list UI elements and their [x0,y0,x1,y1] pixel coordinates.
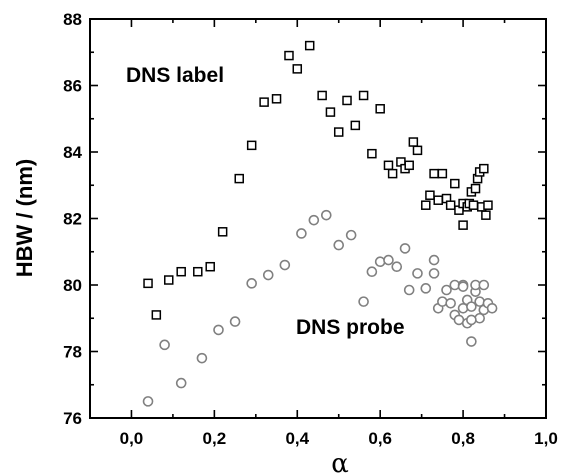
x-tick-label: 1,0 [534,429,558,448]
dns-label-point [217,227,228,237]
dns-probe-point [428,254,440,266]
data-points [142,40,498,407]
dns-probe-point [466,301,477,312]
x-tick-label: 0,2 [203,429,227,448]
dns-probe-point [262,269,274,281]
dns-probe-point [441,284,452,296]
dns-label-point [375,104,385,114]
dns-probe-point [358,296,369,307]
dns-label-point [387,168,398,179]
dns-probe-point [466,336,477,347]
dns-label-point [481,210,491,220]
dns-label-point [450,178,460,189]
dns-label-point [350,120,361,131]
annotation-dns-probe: DNS probe [296,316,405,339]
dns-label-point [304,40,315,51]
dns-label-point [358,90,369,101]
dns-probe-point [213,324,224,336]
dns-label-point [284,50,294,61]
dns-label-point [325,107,336,117]
dns-probe-point [403,284,415,296]
dns-label-point [412,145,423,156]
dns-label-point [342,95,352,106]
dns-label-point [421,200,431,210]
annotation-dns-label: DNS label [126,64,224,87]
y-tick-label: 78 [63,343,82,362]
dns-label-point [246,140,257,151]
dns-label-point [483,200,493,210]
dns-probe-point [428,268,440,279]
dns-probe-point [229,316,241,327]
x-tick-label: 0,0 [120,429,144,448]
dns-probe-point [142,396,154,407]
dns-label-point [433,195,443,205]
dns-probe-point [391,261,403,273]
dns-probe-point [175,377,187,389]
dns-label-point [479,163,489,174]
dns-probe-point [374,256,386,268]
dns-probe-point [457,281,469,292]
y-tick-label: 88 [63,10,82,29]
dns-probe-point [437,296,448,307]
dns-label-point [205,261,215,272]
dns-label-point [193,266,203,277]
dns-label-point [470,183,481,194]
dns-probe-point [383,254,394,266]
dns-label-point [143,278,153,289]
dns-label-point [317,90,327,101]
dns-label-point [408,137,419,147]
dns-probe-point [333,239,345,251]
dns-label-point [437,168,448,179]
dns-label-point [151,310,162,320]
dns-label-point [445,200,456,210]
dns-probe-point [246,278,257,289]
y-tick-label: 84 [63,143,82,162]
dns-probe-point [159,339,170,351]
axis-ticks [90,18,547,419]
dns-probe-point [345,229,357,241]
dns-probe-point [399,243,411,254]
dns-probe-point [420,283,432,294]
dns-label-point [458,220,468,230]
y-tick-label: 80 [63,276,82,295]
dns-label-point [333,127,344,137]
dns-label-point [367,148,377,159]
dns-probe-point [320,209,332,221]
dns-probe-point [412,268,423,279]
dns-label-point [429,168,439,179]
y-tick-label: 76 [63,409,82,428]
dns-probe-point [279,259,291,271]
dns-label-point [259,97,269,107]
dns-label-point [468,200,479,210]
dns-probe-point [196,352,208,364]
dns-label-point [292,64,303,74]
dns-probe-point [486,302,498,314]
x-tick-label: 0,6 [368,429,392,448]
x-axis-title: α [331,449,349,476]
dns-label-point [404,160,414,171]
tick-labels: 0,0 0,2 0,4 0,6 0,8 1,0 76 78 80 82 84 86 88 [63,10,558,448]
dns-label-point [425,190,435,200]
dns-probe-point [445,297,456,309]
dns-probe-point [366,266,378,278]
dns-label-point [234,173,244,184]
y-tick-label: 82 [63,210,82,229]
y-tick-label: 86 [63,77,82,96]
dns-label-point [176,266,186,277]
x-tick-label: 0,4 [285,429,309,448]
dns-probe-point [466,314,477,326]
dns-probe-point [478,279,490,291]
dns-label-point [383,160,394,171]
y-axis-title: HBW / (nm) [12,159,37,278]
dns-probe-point [308,214,320,226]
dns-probe-point [296,228,307,239]
dns-label-point [164,275,174,285]
dns-label-point [271,94,282,104]
x-tick-label: 0,8 [451,429,475,448]
